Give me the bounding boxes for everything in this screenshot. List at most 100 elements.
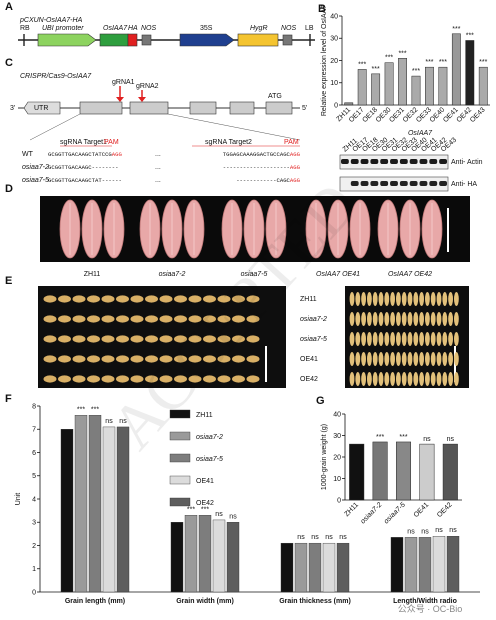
grain bbox=[390, 312, 395, 326]
grain bbox=[355, 372, 361, 386]
grain bbox=[43, 375, 57, 383]
construct bbox=[18, 33, 315, 47]
gene-end: 5' bbox=[302, 105, 307, 112]
grain bbox=[367, 312, 372, 326]
grain bbox=[246, 375, 260, 383]
significance: ns bbox=[407, 528, 415, 535]
grain bbox=[425, 312, 430, 326]
grain bbox=[58, 315, 71, 323]
bar bbox=[344, 102, 354, 106]
grain bbox=[246, 335, 260, 343]
grain bbox=[217, 335, 231, 343]
pam-seq: AGG bbox=[112, 151, 123, 158]
y-tick-label: 0 bbox=[334, 102, 338, 109]
grain bbox=[396, 332, 401, 346]
legend-swatch bbox=[169, 475, 191, 485]
legend-swatch bbox=[169, 409, 191, 419]
legend-swatch bbox=[169, 453, 191, 463]
sequence: --------------------AGG bbox=[223, 164, 301, 171]
band bbox=[370, 181, 379, 186]
grain bbox=[188, 355, 202, 363]
pam-label: PAM bbox=[104, 139, 119, 146]
bar bbox=[395, 441, 412, 501]
grain bbox=[87, 295, 100, 303]
significance: *** bbox=[372, 66, 380, 73]
x-tick-label: ZH11 bbox=[343, 501, 360, 518]
grain bbox=[58, 335, 71, 343]
grain bbox=[419, 312, 424, 326]
grain bbox=[43, 295, 57, 303]
grain bbox=[349, 292, 355, 306]
grain bbox=[436, 332, 442, 346]
significance: *** bbox=[385, 55, 393, 62]
grain bbox=[367, 292, 372, 306]
grain bbox=[174, 375, 187, 383]
bar bbox=[425, 66, 434, 106]
grain bbox=[217, 315, 231, 323]
grain bbox=[390, 352, 395, 366]
grain bbox=[232, 335, 245, 343]
significance: *** bbox=[479, 59, 487, 66]
grain bbox=[58, 355, 71, 363]
grain bbox=[436, 372, 442, 386]
grain bbox=[116, 375, 129, 383]
part-label: NOS bbox=[141, 25, 157, 32]
grain bbox=[454, 292, 459, 306]
grain bbox=[101, 315, 115, 323]
grain bbox=[378, 332, 384, 346]
grain bbox=[413, 372, 419, 386]
grain bbox=[396, 352, 401, 366]
grain bbox=[448, 352, 453, 366]
grain bbox=[130, 375, 144, 383]
significance: *** bbox=[201, 506, 209, 513]
grain bbox=[145, 355, 158, 363]
grain bbox=[413, 312, 419, 326]
line-label: ZH11 bbox=[300, 296, 317, 303]
grain bbox=[372, 332, 378, 346]
bar bbox=[390, 537, 404, 593]
grain bbox=[378, 312, 384, 326]
grain bbox=[159, 335, 173, 343]
line-label: osiaa7-2 bbox=[300, 316, 327, 323]
gene-structure bbox=[18, 86, 301, 147]
significance: ns bbox=[435, 527, 443, 534]
y-tick-label: 7 bbox=[32, 427, 36, 434]
y-tick-label: 2 bbox=[32, 543, 36, 550]
y-axis-label: Unit bbox=[15, 493, 22, 506]
grain bbox=[436, 312, 442, 326]
grain bbox=[43, 355, 57, 363]
grain bbox=[430, 332, 436, 346]
grain bbox=[349, 332, 355, 346]
y-tick-label: 10 bbox=[330, 80, 338, 87]
x-tick-label: OE42 bbox=[436, 501, 454, 519]
bar bbox=[419, 443, 435, 501]
significance: ns bbox=[423, 436, 431, 443]
panel-label: G bbox=[316, 395, 325, 407]
bar bbox=[372, 441, 388, 501]
grain bbox=[355, 332, 361, 346]
band bbox=[429, 181, 438, 186]
grain bbox=[145, 335, 158, 343]
band bbox=[439, 159, 448, 164]
grain bbox=[396, 372, 401, 386]
grain bbox=[217, 375, 231, 383]
grain bbox=[454, 332, 459, 346]
gap: ... bbox=[155, 177, 161, 184]
sequence: GCGGTTGACAAGC-------- bbox=[48, 164, 119, 171]
grain bbox=[407, 372, 413, 386]
legend-label: OE41 bbox=[196, 478, 214, 485]
grain bbox=[159, 315, 173, 323]
band bbox=[399, 181, 408, 186]
grain bbox=[361, 312, 366, 326]
bar bbox=[349, 443, 365, 501]
group-label: OsIAA7 bbox=[408, 130, 433, 137]
grain bbox=[401, 352, 407, 366]
grain bbox=[246, 295, 260, 303]
grain bbox=[159, 375, 173, 383]
grain bbox=[367, 352, 372, 366]
line-label: OE42 bbox=[300, 376, 318, 383]
band bbox=[360, 159, 369, 164]
grain bbox=[372, 352, 378, 366]
line-label: osiaa7-5 bbox=[300, 336, 327, 343]
gap: ... bbox=[155, 164, 161, 171]
